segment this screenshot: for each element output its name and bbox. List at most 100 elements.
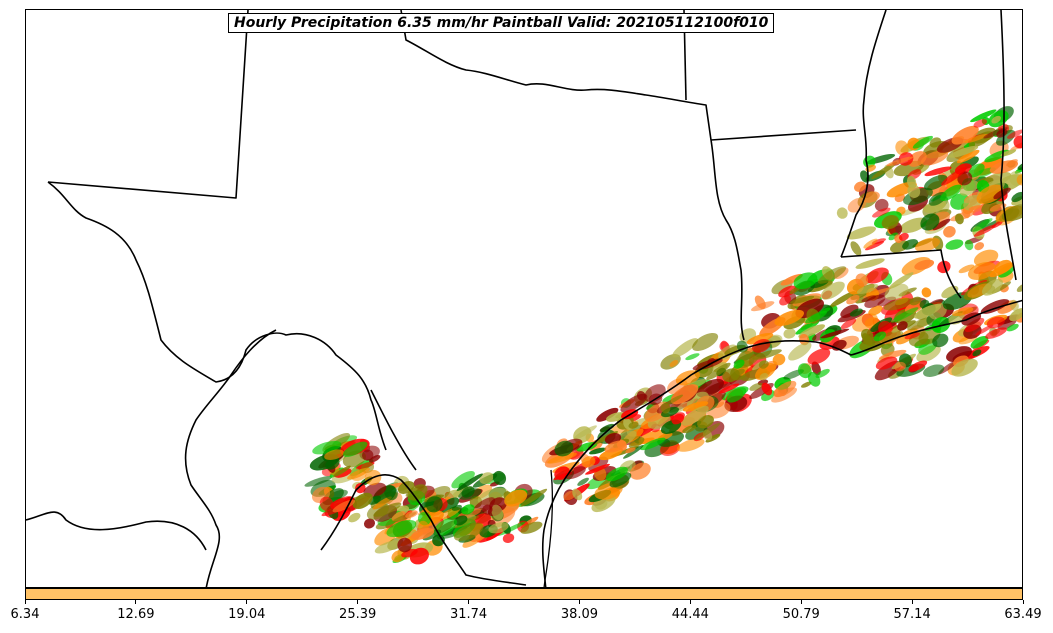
- precip-blob: [805, 310, 828, 324]
- precip-blob: [793, 272, 818, 290]
- colorbar-tick-mark: [800, 600, 802, 604]
- precip-blob: [520, 488, 548, 507]
- precip-blob: [873, 331, 887, 342]
- precip-blob: [914, 259, 935, 270]
- precip-blob: [453, 522, 484, 541]
- precip-blob: [932, 218, 951, 231]
- precip-blob: [964, 133, 989, 144]
- precip-blob: [479, 472, 494, 484]
- precip-blob: [964, 239, 974, 251]
- precip-blob: [972, 218, 993, 232]
- precip-blob: [1001, 204, 1022, 222]
- precip-blob: [886, 156, 914, 167]
- precip-blob: [333, 465, 351, 477]
- colorbar-tick-label: 57.14: [893, 607, 931, 622]
- precip-blob: [924, 166, 952, 177]
- precip-blob: [1011, 191, 1022, 203]
- precip-blob: [1009, 308, 1022, 322]
- precip-blob: [461, 486, 475, 498]
- precip-blob: [872, 207, 891, 218]
- precip-blob: [461, 504, 475, 515]
- precip-blob: [883, 298, 914, 311]
- precip-blob: [788, 342, 812, 361]
- barrier-island: [543, 469, 554, 587]
- precip-blob: [797, 363, 812, 379]
- precip-blob: [604, 440, 627, 453]
- precip-blob: [967, 262, 997, 280]
- precip-blob: [914, 237, 941, 252]
- precip-blob: [752, 349, 782, 360]
- precip-blob: [640, 437, 666, 451]
- precip-blob: [923, 364, 945, 377]
- precip-blob: [581, 456, 596, 468]
- precip-blob: [325, 458, 340, 470]
- precip-blob: [964, 317, 985, 333]
- precip-blob: [865, 267, 889, 284]
- precip-blob: [985, 327, 1008, 339]
- precip-blob: [319, 496, 334, 512]
- precip-blob: [991, 115, 1002, 124]
- colorbar: [25, 588, 1023, 600]
- precip-blob: [491, 504, 504, 521]
- precip-blob: [945, 239, 964, 250]
- precip-blob: [868, 305, 883, 316]
- precip-blob: [881, 215, 899, 230]
- precip-blob: [372, 496, 392, 510]
- precip-blob: [384, 485, 398, 501]
- precip-blob: [902, 239, 919, 250]
- precip-blob: [366, 503, 389, 520]
- precip-blob: [973, 224, 996, 237]
- precip-blob: [660, 402, 671, 414]
- precip-blob: [846, 295, 860, 305]
- precip-blob: [374, 540, 400, 554]
- mississippi-river: [840, 10, 887, 258]
- precip-blob: [758, 360, 769, 369]
- precip-blob: [577, 477, 589, 486]
- precip-blob: [943, 226, 956, 238]
- precip-blob: [694, 422, 721, 441]
- precip-blob: [1007, 129, 1022, 139]
- precip-blob: [913, 303, 942, 319]
- precip-blob: [904, 332, 921, 340]
- precip-blob: [1000, 149, 1017, 157]
- precip-blob: [846, 226, 877, 240]
- precip-blob: [504, 489, 528, 507]
- precip-blob: [386, 519, 417, 538]
- precip-blob: [589, 447, 607, 455]
- precip-blob: [1013, 135, 1022, 149]
- precip-blob: [968, 163, 985, 178]
- colorbar-tick-label: 44.44: [671, 607, 709, 622]
- precip-blob: [897, 321, 908, 331]
- colorbar-tick-label: 12.69: [117, 607, 155, 622]
- colorbar-tick-mark: [578, 600, 580, 604]
- precip-blob: [726, 387, 747, 403]
- precip-blob: [676, 438, 705, 452]
- mexico-inner-border: [320, 474, 527, 586]
- precip-blob: [625, 447, 636, 454]
- precip-blob: [940, 184, 962, 202]
- precip-blob: [865, 240, 885, 251]
- precip-blob: [706, 362, 731, 381]
- precip-blob: [352, 492, 373, 510]
- colorbar-tick-mark: [689, 600, 691, 604]
- precip-blob: [862, 191, 880, 203]
- precip-blob: [976, 184, 1004, 205]
- precip-blob: [718, 383, 740, 394]
- precip-blob: [771, 387, 798, 403]
- precip-blob: [790, 295, 815, 304]
- coahuila-line: [370, 389, 417, 471]
- precip-blob: [817, 266, 847, 284]
- colorbar-tick-mark: [135, 600, 137, 604]
- precip-blob: [588, 456, 609, 472]
- precip-blob: [751, 301, 775, 312]
- precip-blob: [958, 264, 975, 274]
- precip-blob: [807, 348, 831, 365]
- precip-blob: [1016, 173, 1022, 186]
- precip-blob: [795, 320, 820, 335]
- precip-blob: [884, 283, 909, 301]
- precip-blob: [951, 358, 978, 377]
- precip-blob: [778, 285, 797, 298]
- precip-blob: [907, 184, 921, 198]
- precip-blob: [342, 441, 368, 457]
- precip-blob: [623, 445, 644, 459]
